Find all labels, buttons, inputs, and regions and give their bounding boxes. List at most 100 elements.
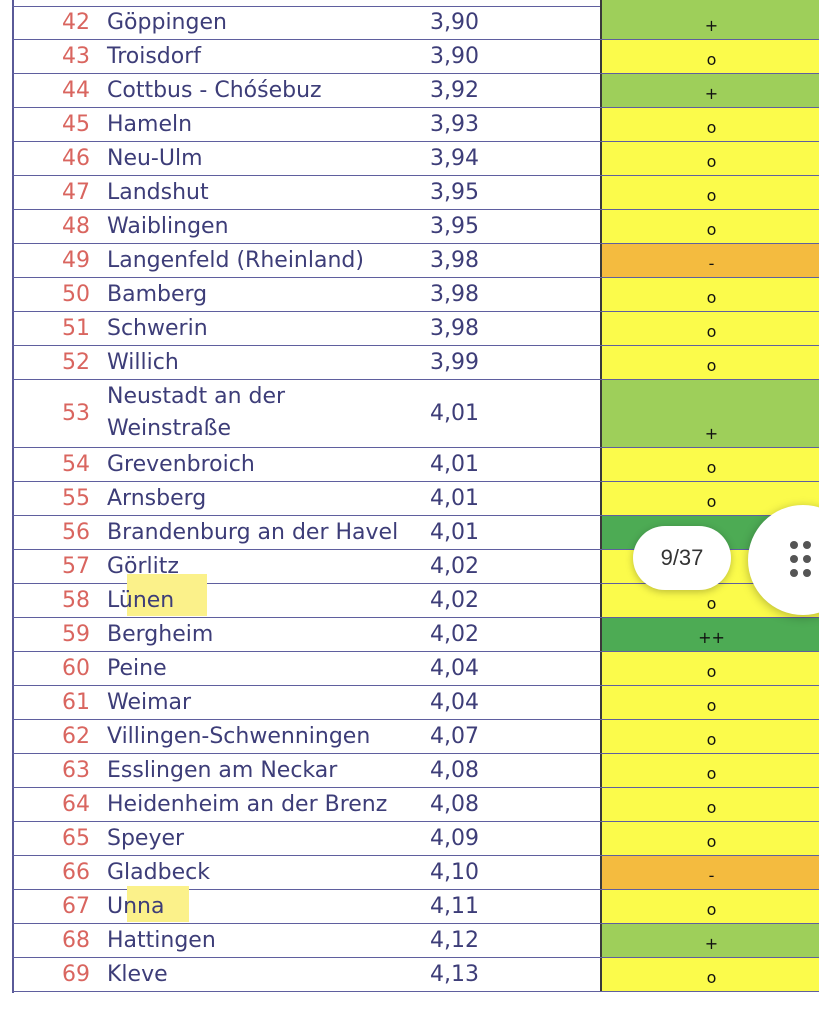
- score-cell: 4,01: [430, 401, 479, 426]
- rating-cell: o: [600, 788, 819, 821]
- rating-cell: -: [600, 244, 819, 277]
- table-row-partial: [12, 0, 819, 7]
- score-cell: 3,92: [430, 78, 479, 103]
- rank-cell: 44: [62, 78, 90, 103]
- rating-symbol: o: [706, 152, 717, 171]
- table-row: o 46 Neu-Ulm 3,94: [12, 142, 819, 176]
- rating-symbol: o: [706, 696, 717, 715]
- rank-cell: 43: [62, 44, 90, 69]
- rating-symbol: o: [706, 322, 717, 341]
- rating-cell: +: [600, 924, 819, 957]
- rating-symbol: +: [704, 84, 719, 103]
- table-row: +53 Neustadt an der Weinstraße 4,01: [12, 380, 819, 448]
- rating-cell: o: [600, 448, 819, 481]
- table-row: o 51 Schwerin 3,98: [12, 312, 819, 346]
- score-cell: 3,90: [430, 10, 479, 35]
- rating-symbol: o: [706, 730, 717, 749]
- rating-cell: +: [600, 74, 819, 107]
- rating-cell: o: [600, 686, 819, 719]
- score-cell: 4,02: [430, 622, 479, 647]
- rating-symbol: o: [706, 798, 717, 817]
- city-cell: Cottbus - Chóśebuz: [107, 78, 322, 103]
- score-cell: 3,95: [430, 214, 479, 239]
- rating-cell: o: [600, 652, 819, 685]
- rank-cell: 45: [62, 112, 90, 137]
- rating-symbol: o: [706, 662, 717, 681]
- city-cell: Gladbeck: [107, 860, 210, 885]
- city-cell: Peine: [107, 656, 167, 681]
- score-cell: 3,90: [430, 44, 479, 69]
- city-cell: Unna: [107, 894, 165, 919]
- score-cell: 4,08: [430, 758, 479, 783]
- rating-cell: o: [600, 958, 819, 991]
- score-cell: 4,01: [430, 520, 479, 545]
- rank-cell: 66: [62, 860, 90, 885]
- rating-cell: o: [600, 346, 819, 379]
- rating-cell: o: [600, 176, 819, 209]
- score-cell: 3,98: [430, 282, 479, 307]
- table-left-border: [12, 0, 14, 993]
- rating-symbol: +: [704, 424, 719, 443]
- rating-symbol: o: [706, 900, 717, 919]
- rank-cell: 49: [62, 248, 90, 273]
- grid-dot: [803, 541, 811, 549]
- rating-symbol: -: [708, 254, 715, 273]
- table-row: +68 Hattingen 4,12: [12, 924, 819, 958]
- rating-symbol: o: [706, 832, 717, 851]
- score-cell: 4,04: [430, 690, 479, 715]
- rating-symbol: o: [706, 50, 717, 69]
- rank-cell: 52: [62, 350, 90, 375]
- rating-symbol: +: [704, 934, 719, 953]
- rating-cell: o: [600, 210, 819, 243]
- table-row: - 66 Gladbeck 4,10: [12, 856, 819, 890]
- rank-cell: 59: [62, 622, 90, 647]
- rating-cell: o: [600, 890, 819, 923]
- rating-cell: o: [600, 312, 819, 345]
- city-cell: Arnsberg: [107, 486, 207, 511]
- rank-cell: 68: [62, 928, 90, 953]
- rating-symbol: ++: [698, 628, 725, 647]
- table-row: o 65 Speyer 4,09: [12, 822, 819, 856]
- city-cell: Lünen: [107, 588, 175, 613]
- table-row: o 61 Weimar 4,04: [12, 686, 819, 720]
- score-cell: 4,09: [430, 826, 479, 851]
- score-cell: 3,95: [430, 180, 479, 205]
- city-cell: Weimar: [107, 690, 192, 715]
- grid-dot: [803, 569, 811, 577]
- rank-cell: 56: [62, 520, 90, 545]
- score-cell: 4,13: [430, 962, 479, 987]
- rank-cell: 67: [62, 894, 90, 919]
- grid-dot: [790, 555, 798, 563]
- rank-cell: 61: [62, 690, 90, 715]
- rating-symbol: o: [706, 186, 717, 205]
- rank-cell: 53: [62, 401, 90, 426]
- score-cell: 3,94: [430, 146, 479, 171]
- city-cell: Neustadt an der Weinstraße: [107, 384, 286, 441]
- city-cell: Waiblingen: [107, 214, 229, 239]
- city-cell: Grevenbroich: [107, 452, 255, 477]
- rank-cell: 64: [62, 792, 90, 817]
- city-cell: Esslingen am Neckar: [107, 758, 338, 783]
- score-cell: 4,12: [430, 928, 479, 953]
- rating-cell: +: [600, 380, 819, 447]
- score-cell: 4,01: [430, 486, 479, 511]
- city-cell: Göppingen: [107, 10, 227, 35]
- rating-cell: o: [600, 754, 819, 787]
- text-highlight: [127, 574, 207, 616]
- table-row: o 43 Troisdorf 3,90: [12, 40, 819, 74]
- rank-cell: 57: [62, 554, 90, 579]
- page-indicator[interactable]: 9/37: [633, 526, 731, 590]
- score-cell: 4,10: [430, 860, 479, 885]
- city-cell: Bergheim: [107, 622, 214, 647]
- rating-cell: o: [600, 40, 819, 73]
- score-cell: 4,02: [430, 588, 479, 613]
- table-row: o 62 Villingen-Schwenningen 4,07: [12, 720, 819, 754]
- city-cell: Villingen-Schwenningen: [107, 724, 371, 749]
- score-cell: 3,99: [430, 350, 479, 375]
- rating-cell: o: [600, 108, 819, 141]
- city-cell: Kleve: [107, 962, 168, 987]
- text-highlight: [127, 886, 189, 922]
- table-row: o 55 Arnsberg 4,01: [12, 482, 819, 516]
- rating-cell: o: [600, 278, 819, 311]
- table-row: o 64 Heidenheim an der Brenz 4,08: [12, 788, 819, 822]
